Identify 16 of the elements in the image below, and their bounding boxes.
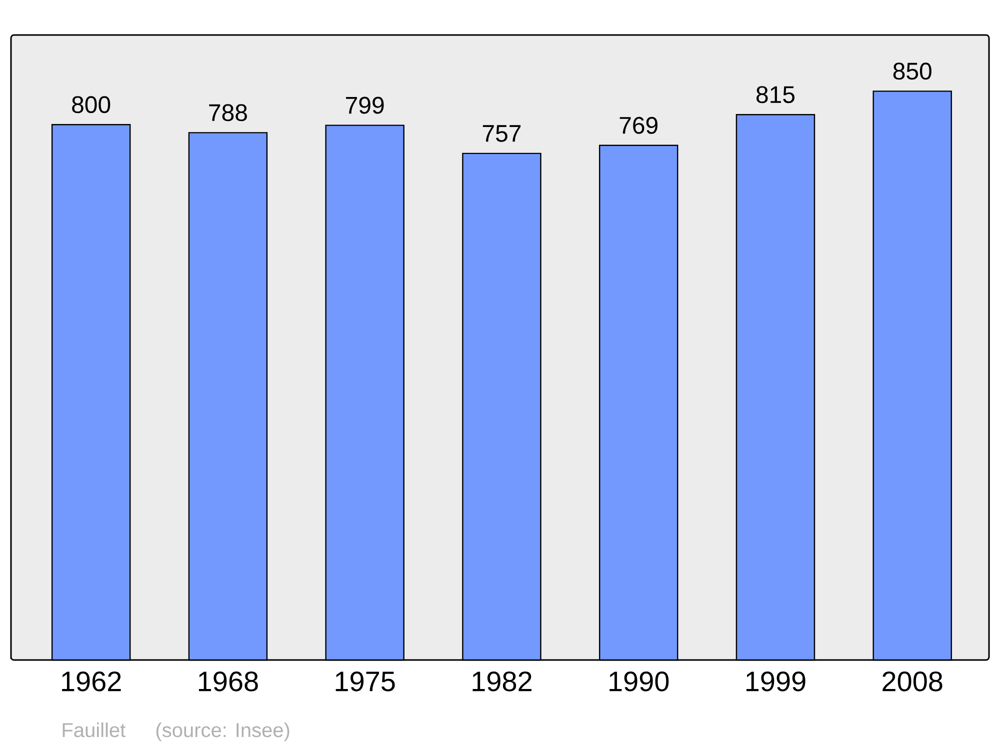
x-tick-label: 2008 (882, 672, 942, 692)
data-label: 799 (346, 96, 384, 114)
text: Fauillet (62, 722, 126, 738)
x-tick-label: 1968 (198, 672, 258, 692)
data-label: 757 (482, 125, 521, 142)
x-tick-label: 1962 (62, 672, 121, 692)
data-label: 800 (72, 96, 110, 114)
x-tick-label: 1999 (746, 672, 806, 692)
data-label: 850 (893, 62, 932, 80)
x-tick-label: 1982 (472, 672, 532, 692)
data-label: 815 (756, 86, 794, 104)
text: (source: Insee) (156, 722, 290, 742)
data-label: 788 (209, 104, 247, 122)
data-label: 769 (620, 116, 658, 134)
x-tick-label: 1990 (610, 672, 669, 692)
x-tick-label: 1975 (336, 672, 395, 692)
